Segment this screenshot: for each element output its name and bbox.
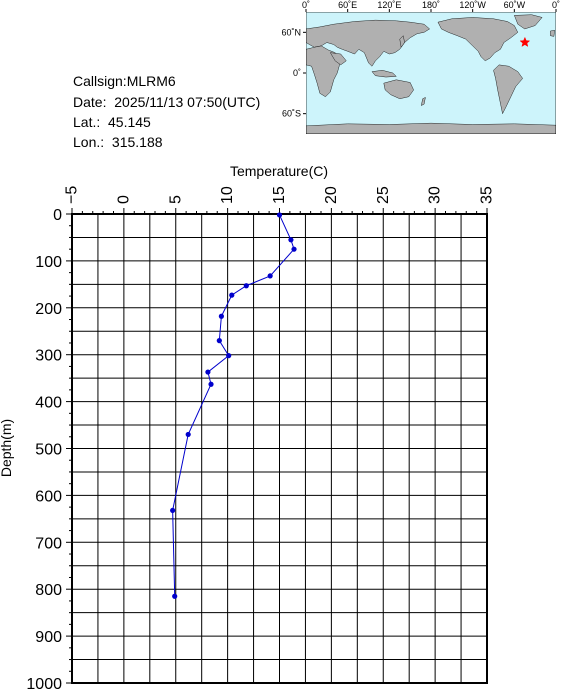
x-tick-label: 5 <box>167 195 184 204</box>
map-land <box>306 14 556 134</box>
y-tick-label: 600 <box>35 488 62 505</box>
lat-text: Lat.: 45.145 <box>73 114 151 130</box>
world-map <box>306 12 556 134</box>
chart-grid <box>71 213 488 684</box>
map-lon-label: 0˚ <box>552 0 560 10</box>
map-tick-labels: 0˚ 60˚E 120˚E 180˚ 120˚W 60˚W 0˚ 60˚N 0˚ 60˚S <box>281 0 560 119</box>
data-point <box>229 292 235 298</box>
y-tick-label: 100 <box>35 254 62 271</box>
y-tick-label: 300 <box>35 348 62 365</box>
chart-series <box>170 212 297 599</box>
data-point <box>170 507 176 514</box>
y-tick-label: 400 <box>35 395 62 412</box>
callsign-text: Callsign:MLRM6 <box>73 73 176 89</box>
y-tick-label: 200 <box>35 301 62 318</box>
chart-axes: −5 0 5 10 15 20 25 30 35010020030040050060070080… <box>26 186 495 690</box>
y-tick-label: 900 <box>35 629 62 646</box>
y-tick-label: 700 <box>35 535 62 552</box>
y-tick-label: 1000 <box>26 676 62 690</box>
y-axis-label: Depth(m) <box>0 419 14 477</box>
x-tick-label: 35 <box>479 186 496 204</box>
map-lon-label: 120˚W <box>459 0 486 10</box>
data-point <box>172 593 178 599</box>
map-marker-layer <box>519 36 531 47</box>
map-location-marker <box>519 36 531 47</box>
map-lon-label: 180˚ <box>422 0 440 10</box>
data-point <box>205 369 211 375</box>
map-lat-label: 0˚ <box>293 68 301 78</box>
x-tick-label: 10 <box>219 186 236 204</box>
y-tick-label: 0 <box>53 207 62 224</box>
data-point <box>291 246 297 252</box>
map-lon-label: 60˚E <box>338 0 357 10</box>
x-tick-label: −5 <box>64 186 81 204</box>
map-lon-label: 60˚W <box>504 0 526 10</box>
y-tick-label: 500 <box>35 442 62 459</box>
map-lon-label: 0˚ <box>302 0 310 10</box>
data-point <box>218 313 224 319</box>
map-lon-label: 120˚E <box>377 0 401 10</box>
data-point <box>288 237 294 243</box>
data-point <box>276 212 283 218</box>
data-point <box>216 338 222 344</box>
y-tick-label: 800 <box>35 582 62 599</box>
date-text: Date: 2025/11/13 07:50(UTC) <box>73 94 261 110</box>
data-point <box>226 353 232 359</box>
map-lat-label: 60˚S <box>282 109 301 119</box>
map-lat-label: 60˚N <box>281 27 301 37</box>
x-tick-label: 15 <box>271 186 288 204</box>
series-line <box>172 214 295 597</box>
x-tick-label: 25 <box>375 186 392 204</box>
data-point <box>185 431 191 438</box>
data-point <box>208 381 214 387</box>
x-tick-label: 20 <box>323 186 340 204</box>
data-point <box>267 273 273 279</box>
data-point <box>243 283 249 289</box>
lon-text: Lon.: 315.188 <box>73 134 163 150</box>
x-tick-label: 30 <box>427 186 444 204</box>
x-axis-label: Temperature(C) <box>230 163 328 179</box>
x-tick-label: 0 <box>115 195 132 204</box>
